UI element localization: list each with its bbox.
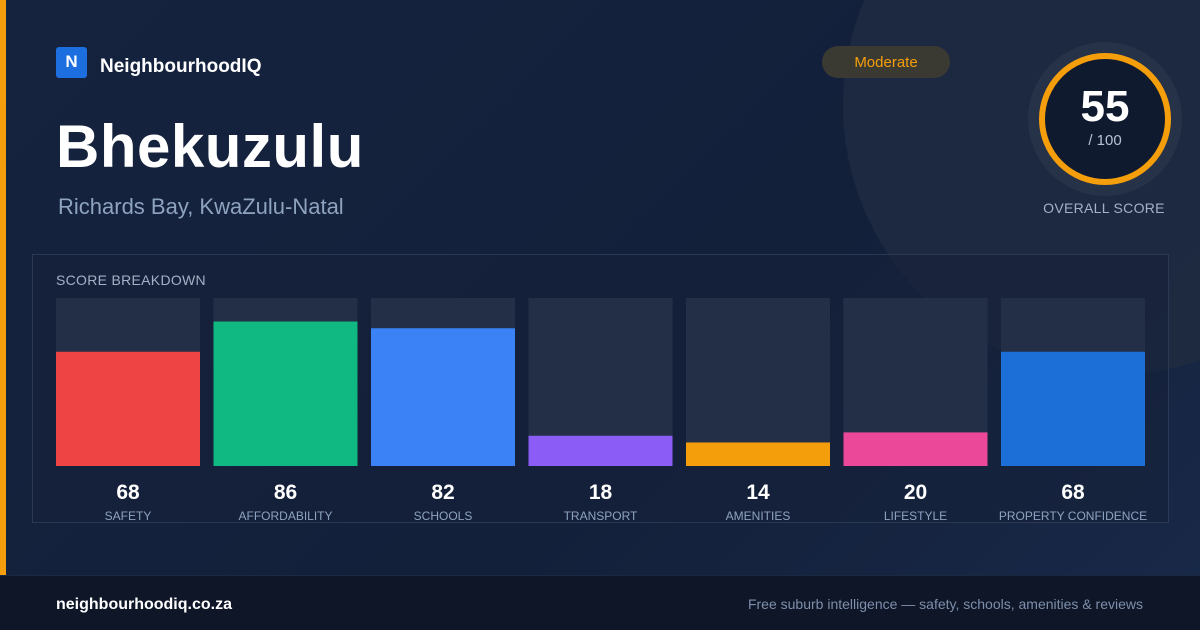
score-ring-arc <box>1039 53 1171 185</box>
bar-schools <box>371 328 515 466</box>
bar-transport <box>528 435 673 466</box>
bar-value-property-confidence: 68 <box>1061 481 1085 504</box>
suburb-location: Richards Bay, KwaZulu-Natal <box>58 194 344 219</box>
bar-safety <box>56 351 200 466</box>
overall-score-label: OVERALL SCORE <box>1043 200 1165 216</box>
footer: neighbourhoodiq.co.za Free suburb intell… <box>0 575 1200 630</box>
bar-label-lifestyle: LIFESTYLE <box>884 509 947 523</box>
bar-property-confidence <box>1001 351 1145 466</box>
bar-value-affordability: 86 <box>274 481 297 504</box>
brand[interactable]: N NeighbourhoodIQ <box>56 46 261 78</box>
rating-badge: Moderate <box>822 46 950 78</box>
footer-tagline: Free suburb intelligence — safety, schoo… <box>747 596 1143 612</box>
overall-score-max: / 100 <box>1088 132 1122 149</box>
bar-affordability <box>213 321 358 466</box>
footer-url[interactable]: neighbourhoodiq.co.za <box>56 596 232 613</box>
overall-score-ring: 55 / 100 <box>1028 42 1182 196</box>
bar-value-transport: 18 <box>589 481 613 504</box>
bar-value-lifestyle: 20 <box>904 481 927 504</box>
bar-value-safety: 68 <box>116 481 140 504</box>
bar-label-schools: SCHOOLS <box>414 509 473 523</box>
brand-logo-icon: N <box>56 46 87 78</box>
overall-score-value: 55 <box>1080 82 1130 131</box>
bar-label-property-confidence: PROPERTY CONFIDENCE <box>999 509 1147 523</box>
score-ring-graphic <box>1039 53 1171 185</box>
brand-name: NeighbourhoodIQ <box>100 56 262 77</box>
bar-track-amenities <box>686 298 830 466</box>
score-breakdown-chart: 68 SAFETY 86 AFFORDABILITY 82 SCHOOLS 18 TRANSP… <box>56 298 1147 523</box>
bar-label-safety: SAFETY <box>105 509 152 523</box>
score-breakdown-title: SCORE BREAKDOWN <box>56 272 206 288</box>
bar-label-amenities: AMENITIES <box>726 509 791 523</box>
bar-amenities <box>686 442 830 466</box>
bar-value-schools: 82 <box>431 481 454 504</box>
bar-label-transport: TRANSPORT <box>564 509 638 523</box>
accent-bar <box>0 0 6 575</box>
bar-label-affordability: AFFORDABILITY <box>238 509 332 523</box>
bar-value-amenities: 14 <box>746 481 770 504</box>
bar-lifestyle <box>843 432 988 466</box>
suburb-title: Bhekuzulu <box>56 113 364 180</box>
